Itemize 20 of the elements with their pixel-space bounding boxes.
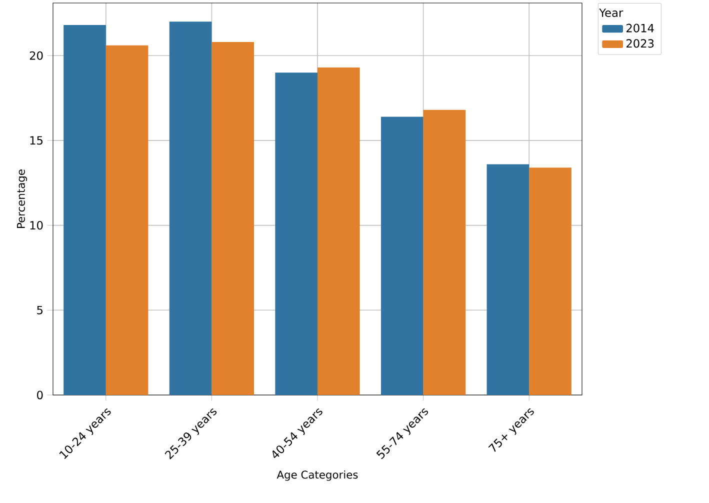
bar bbox=[169, 22, 212, 395]
y-axis-title: Percentage bbox=[17, 170, 28, 228]
y-tick-label: 20 bbox=[30, 51, 43, 60]
legend-label: 2023 bbox=[626, 39, 654, 48]
bar bbox=[106, 45, 148, 395]
y-tick-label: 10 bbox=[30, 221, 43, 230]
bar bbox=[275, 72, 318, 395]
legend-title: Year bbox=[599, 8, 624, 18]
legend-label: 2014 bbox=[626, 24, 654, 32]
bar bbox=[64, 25, 106, 395]
y-tick-label: 0 bbox=[37, 390, 43, 400]
bar bbox=[486, 164, 530, 395]
bar bbox=[212, 42, 254, 395]
x-axis-title: Age Categories bbox=[276, 470, 358, 481]
bar bbox=[318, 67, 360, 395]
y-tick-label: 5 bbox=[37, 306, 42, 314]
y-tick-label: 15 bbox=[30, 136, 42, 145]
bar bbox=[423, 110, 466, 395]
bar bbox=[529, 168, 572, 395]
bar bbox=[380, 116, 424, 395]
